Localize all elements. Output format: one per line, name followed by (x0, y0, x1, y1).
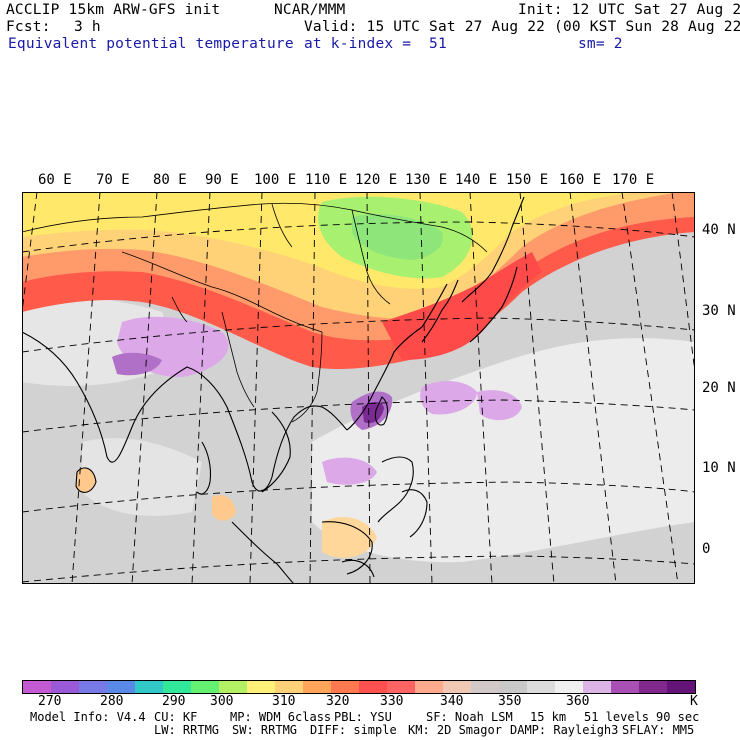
lat-label-0: 0 (702, 541, 711, 557)
colorbar-swatch (163, 681, 192, 693)
purple-patch-india-core (112, 352, 162, 376)
colorbar-swatch (471, 681, 500, 693)
forecast-value: 3 h (74, 19, 101, 35)
colorbar-unit: K (690, 694, 698, 709)
init-time: Init: 12 UTC Sat 27 Aug 22 (518, 2, 740, 18)
colorbar-label-290: 290 (162, 694, 186, 709)
land-tan-malaysia (322, 517, 377, 558)
center-label: NCAR/MMM (274, 2, 346, 18)
model-info-cu: CU: KF (154, 710, 198, 724)
green-core (352, 214, 443, 260)
lon-label-110e: 110 E (305, 172, 348, 188)
colorbar-swatch (331, 681, 360, 693)
lat-label-10n: 10 N (702, 460, 736, 476)
model-info-sf: SF: Noah LSM (426, 710, 513, 724)
colorbar-swatch (611, 681, 640, 693)
colorbar-swatch (639, 681, 668, 693)
land-tan-srilanka (76, 467, 96, 493)
colorbar-swatch (23, 681, 52, 693)
model-info-mp: MP: WDM 6class (230, 710, 332, 724)
purple-patch-taiwan-core (362, 401, 384, 424)
model-info-sflay: SFLAY: MM5 (622, 723, 695, 737)
lon-label-90e: 90 E (205, 172, 239, 188)
lon-label-120e: 120 E (355, 172, 398, 188)
colorbar-swatch (191, 681, 220, 693)
purple-patch-scs (322, 457, 377, 485)
lon-label-170e: 170 E (612, 172, 655, 188)
colorbar-label-360: 360 (566, 694, 590, 709)
colorbar-label-310: 310 (272, 694, 296, 709)
purple-patch-pacific (420, 380, 477, 415)
model-info-diff: DIFF: simple (310, 723, 397, 737)
lon-label-70e: 70 E (96, 172, 130, 188)
lon-label-160e: 160 E (559, 172, 602, 188)
lat-label-30n: 30 N (702, 303, 736, 319)
model-info-lw: LW: RRTMG (154, 723, 220, 737)
colorbar-swatch (275, 681, 304, 693)
lon-label-100e: 100 E (254, 172, 297, 188)
colorbar-swatch (527, 681, 556, 693)
colorbar (22, 680, 696, 694)
colorbar-label-300: 300 (210, 694, 234, 709)
colorbar-swatch (387, 681, 416, 693)
smoothing-label: sm= 2 (578, 36, 623, 52)
lon-label-150e: 150 E (506, 172, 549, 188)
colorbar-swatch (107, 681, 136, 693)
theta-e-map (22, 192, 695, 584)
valid-time: Valid: 15 UTC Sat 27 Aug 22 (00 KST Sun … (304, 19, 740, 35)
colorbar-label-340: 340 (440, 694, 464, 709)
model-info-sw: SW: RRTMG (232, 723, 298, 737)
colorbar-label-280: 280 (100, 694, 124, 709)
model-info-km: KM: 2D Smagor (408, 723, 502, 737)
graticule (22, 192, 695, 584)
model-info-damp: DAMP: Rayleigh3 (510, 723, 619, 737)
colorbar-label-320: 320 (326, 694, 350, 709)
colorbar-swatch (51, 681, 80, 693)
lon-label-140e: 140 E (455, 172, 498, 188)
model-info-resolution: 15 km (530, 710, 567, 724)
colorbar-swatch (247, 681, 276, 693)
land-tan-india-south (212, 495, 236, 521)
field-name: Equivalent potential temperature (8, 36, 294, 52)
country-borders (22, 202, 488, 423)
lon-label-130e: 130 E (405, 172, 448, 188)
model-title: ACCLIP 15km ARW-GFS init (6, 2, 221, 18)
colorbar-border (22, 680, 696, 694)
colorbar-swatch (359, 681, 388, 693)
lat-label-40n: 40 N (702, 222, 736, 238)
coastlines (22, 196, 525, 584)
lon-label-80e: 80 E (153, 172, 187, 188)
level-label: at k-index = 51 (304, 36, 447, 52)
colorbar-label-350: 350 (498, 694, 522, 709)
colorbar-swatch (443, 681, 472, 693)
colorbar-swatch (499, 681, 528, 693)
purple-patch-pacific2 (477, 390, 522, 421)
colorbar-swatch (135, 681, 164, 693)
colorbar-swatch (555, 681, 584, 693)
colorbar-swatch (667, 681, 696, 693)
colorbar-swatch (583, 681, 612, 693)
lon-label-60e: 60 E (38, 172, 72, 188)
colorbar-label-270: 270 (38, 694, 62, 709)
colorbar-swatch (415, 681, 444, 693)
model-info-version: Model Info: V4.4 (30, 710, 146, 724)
model-info-pbl: PBL: YSU (334, 710, 392, 724)
forecast-label: Fcst: (6, 19, 51, 35)
coastal-hot-region (382, 252, 542, 360)
lat-label-20n: 20 N (702, 380, 736, 396)
colorbar-label-330: 330 (380, 694, 404, 709)
colorbar-swatch (219, 681, 248, 693)
model-info-timestep: 90 sec (656, 710, 700, 724)
colorbar-swatch (79, 681, 108, 693)
pale-ocean-region (312, 338, 695, 563)
colorbar-swatch (303, 681, 332, 693)
model-info-levels: 51 levels (584, 710, 650, 724)
